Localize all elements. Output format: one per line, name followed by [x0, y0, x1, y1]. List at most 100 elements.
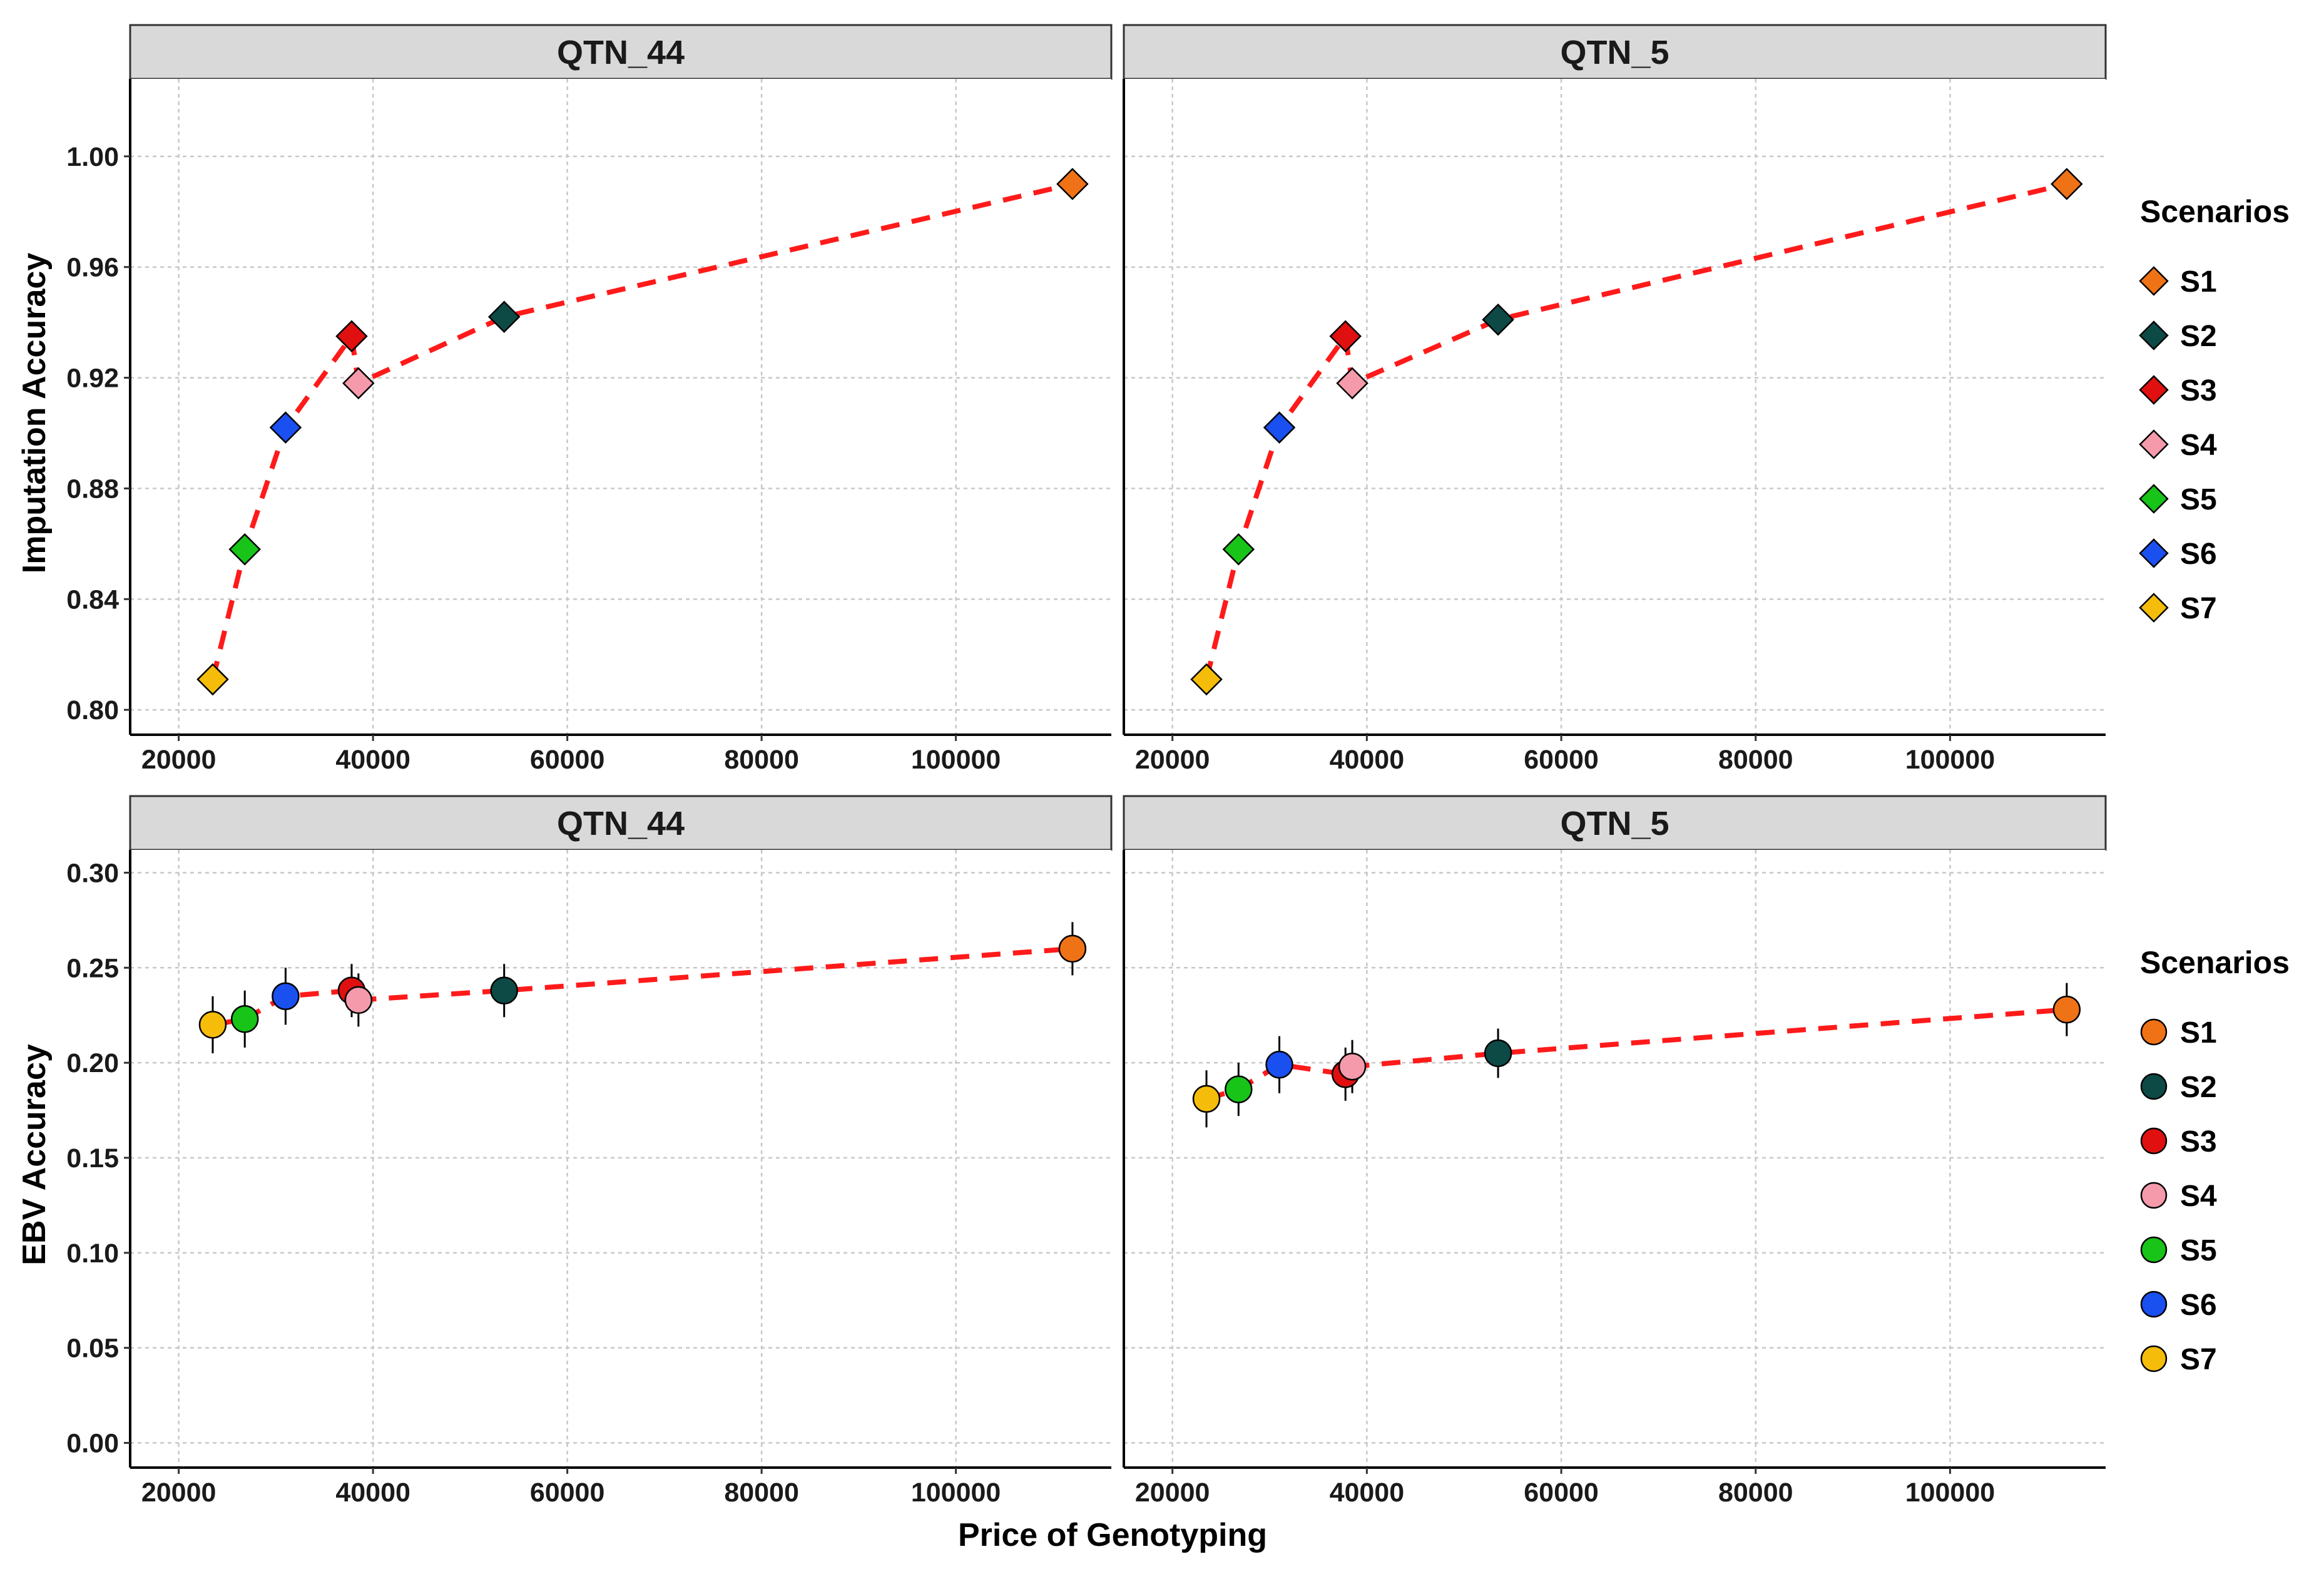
- y-tick-label: 0.10: [66, 1239, 119, 1269]
- x-tick-label: 100000: [911, 1478, 1001, 1508]
- y-tick-label: 0.84: [66, 585, 119, 615]
- legend-key-s7: [2139, 593, 2169, 623]
- y-tick-label: 0.88: [66, 474, 119, 504]
- y-tick-label: 0.92: [66, 364, 119, 394]
- facet-strip: [1123, 795, 2107, 851]
- x-tick-label: 80000: [1718, 1478, 1793, 1508]
- plot-background: [1124, 79, 2106, 735]
- point-s5: [1225, 1075, 1253, 1103]
- legend-label-s7: S7: [2180, 1343, 2217, 1376]
- panel-top-left: QTN_44 20000 40000 60000 80000 100000 0.80 0.84…: [66, 24, 1113, 775]
- legends: Scenarios S1 S2 S3 S4 S5 S6 S7 Scenarios S1 S2 S3 S4…: [2139, 194, 2290, 1376]
- facet-strip: [1123, 24, 2107, 80]
- point-s6: [1263, 411, 1296, 444]
- x-tick-label: 20000: [1135, 745, 1210, 775]
- legend-key-s4: [2139, 429, 2169, 459]
- legend-label-s5: S5: [2180, 483, 2217, 516]
- x-tick-label: 20000: [141, 745, 217, 775]
- legend-label-s2: S2: [2180, 320, 2217, 353]
- point-s4: [1336, 367, 1368, 400]
- legend-key-s2: [2139, 320, 2169, 350]
- legend-label-s3: S3: [2180, 374, 2217, 407]
- legend-title: Scenarios: [2140, 945, 2290, 980]
- legend-label-s7: S7: [2180, 592, 2217, 625]
- legend-imputation: Scenarios S1 S2 S3 S4 S5 S6 S7: [2139, 194, 2290, 625]
- legend-key-s1: [2139, 266, 2169, 296]
- point-s5: [230, 1005, 259, 1033]
- point-s7: [1190, 663, 1223, 696]
- legend-key-s6: [2140, 1290, 2168, 1318]
- y-axis-title-bottom: EBV Accuracy: [16, 1044, 53, 1265]
- point-s5: [228, 533, 261, 566]
- legend-key-s5: [2140, 1236, 2168, 1264]
- y-tick-label: 0.15: [66, 1143, 119, 1173]
- x-tick-label: 80000: [724, 745, 799, 775]
- x-tick-label: 100000: [911, 745, 1001, 775]
- point-s1: [1056, 168, 1089, 200]
- panel-bottom-right: QTN_5 20000 40000 60000 80000 100000: [1123, 795, 2107, 1508]
- legend-label-s1: S1: [2180, 1016, 2217, 1050]
- point-s7: [198, 1011, 227, 1039]
- point-s7: [1192, 1085, 1221, 1113]
- legend-label-s5: S5: [2180, 1234, 2217, 1267]
- point-s1: [2052, 995, 2081, 1024]
- x-tick-label: 40000: [335, 1478, 410, 1508]
- x-tick-label: 20000: [141, 1478, 217, 1508]
- facet-title: QTN_5: [1560, 805, 1669, 842]
- point-s2: [1482, 303, 1514, 336]
- x-axis-title: Price of Genotyping: [958, 1517, 1267, 1553]
- y-tick-label: 0.05: [66, 1334, 119, 1364]
- point-s2: [1484, 1039, 1512, 1068]
- point-s3: [335, 320, 368, 353]
- facet-title: QTN_44: [557, 34, 685, 71]
- legend-key-s5: [2139, 484, 2169, 514]
- plot-background: [1124, 850, 2106, 1468]
- legend-key-s6: [2139, 538, 2169, 568]
- legend-title: Scenarios: [2140, 194, 2290, 229]
- x-tick-label: 60000: [1524, 1478, 1599, 1508]
- legend-ebv: Scenarios S1 S2 S3 S4 S5 S6 S7: [2140, 945, 2290, 1376]
- x-tick-label: 60000: [530, 1478, 605, 1508]
- x-tick-label: 100000: [1905, 1478, 1995, 1508]
- x-tick-label: 80000: [724, 1478, 799, 1508]
- legend-label-s3: S3: [2180, 1125, 2217, 1158]
- facet-title: QTN_5: [1560, 34, 1669, 71]
- legend-key-s4: [2140, 1182, 2168, 1209]
- legend-label-s2: S2: [2180, 1071, 2217, 1104]
- legend-label-s1: S1: [2180, 265, 2217, 299]
- x-tick-label: 60000: [1524, 745, 1599, 775]
- point-s1: [1058, 934, 1087, 963]
- facet-title: QTN_44: [557, 805, 685, 842]
- y-tick-label: 0.96: [66, 253, 119, 283]
- point-s6: [269, 411, 302, 444]
- legend-label-s4: S4: [2180, 1180, 2217, 1213]
- plot-background: [130, 79, 1111, 735]
- point-s4: [342, 367, 375, 400]
- point-s4: [344, 986, 373, 1014]
- legend-key-s2: [2140, 1073, 2168, 1100]
- y-tick-label: 0.20: [66, 1048, 119, 1078]
- facet-strip: [129, 24, 1113, 80]
- x-tick-label: 60000: [530, 745, 605, 775]
- facet-strip: [129, 795, 1113, 851]
- point-s7: [196, 663, 229, 696]
- legend-label-s6: S6: [2180, 538, 2217, 571]
- plot-background: [130, 850, 1111, 1468]
- point-s5: [1222, 533, 1255, 566]
- legend-label-s4: S4: [2180, 429, 2217, 462]
- x-tick-label: 40000: [335, 745, 410, 775]
- panel-top-right: QTN_5 20000 40000 60000 80000 100000: [1123, 24, 2107, 775]
- y-tick-label: 0.80: [66, 695, 119, 725]
- y-axis-title-top: Imputation Accuracy: [16, 253, 53, 573]
- y-tick-label: 1.00: [66, 142, 119, 172]
- legend-key-s1: [2140, 1018, 2168, 1046]
- point-s2: [490, 976, 518, 1004]
- panels: QTN_44 20000 40000 60000 80000 100000 0.80 0.84…: [66, 24, 2107, 1508]
- legend-key-s7: [2140, 1345, 2168, 1372]
- point-s3: [1329, 320, 1362, 353]
- legend-key-s3: [2140, 1127, 2168, 1155]
- point-s2: [487, 300, 521, 334]
- x-tick-label: 40000: [1330, 745, 1405, 775]
- x-tick-label: 100000: [1905, 745, 1995, 775]
